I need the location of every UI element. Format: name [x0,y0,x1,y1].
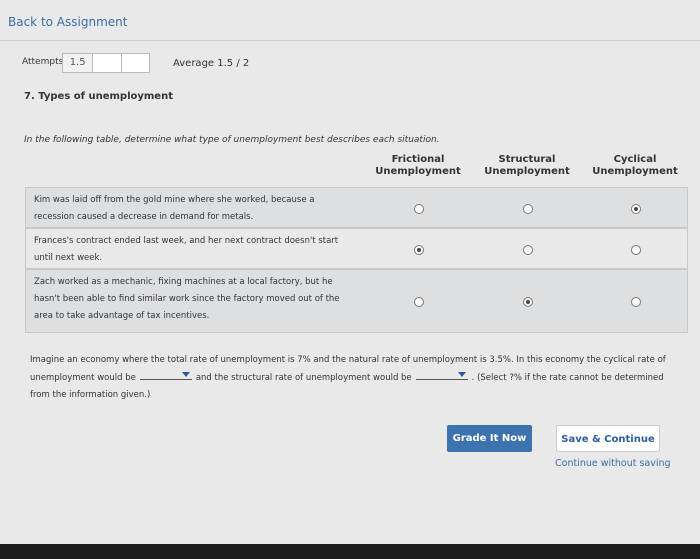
dropdown[interactable] [415,369,468,380]
average: Average 1.5 / 2 [173,58,250,69]
text: Imagine an economy where the total rate … [30,355,666,383]
situation: Kim was laid off from the gold mine wher… [34,195,315,222]
divider [0,40,700,41]
attempts-box: 1.5 [62,53,150,73]
radio-button[interactable] [631,297,641,307]
question-paragraph: Imagine an economy where the total rate … [30,352,685,404]
instruction: In the following table, determine what t… [24,135,440,145]
radio-button[interactable] [414,203,424,214]
radio-button[interactable] [414,297,424,307]
situation: Zach worked as a mechanic, fixing machin… [34,277,340,321]
attempt-slot [122,54,149,72]
continue-link[interactable]: Continue without saving [555,458,671,469]
attempts-value: 1.5 [63,54,94,72]
table-row: Frances's contract ended last week, and … [25,228,688,269]
table-row: Zach worked as a mechanic, fixing machin… [25,269,688,333]
question-title: 7. Types of unemployment [24,91,173,102]
grade-button[interactable]: Grade It Now [447,425,532,452]
radio-button[interactable] [631,244,641,255]
save-button[interactable]: Save & Continue [556,425,660,452]
radio-button[interactable] [414,244,424,255]
situation: Frances's contract ended last week, and … [34,236,339,263]
table-row: Kim was laid off from the gold mine wher… [25,187,688,228]
dropdown[interactable] [139,369,192,380]
attempts-label: Attempts [22,57,64,67]
radio-button[interactable] [523,297,533,307]
radio-button[interactable] [631,203,641,214]
column-header: Structural Unemployment [484,154,570,177]
attempt-slot [93,54,122,72]
text: and the structural rate of unemployment … [195,373,412,383]
radio-button[interactable] [523,244,533,255]
screen-bezel [0,544,700,559]
text: . (Select ?% if the rate cannot be deter… [30,373,664,400]
column-header: Frictional Unemployment [375,154,461,177]
radio-button[interactable] [523,203,533,214]
back-link[interactable]: Back to Assignment [8,15,128,29]
table: Frictional Unemployment Structural Unempl… [25,150,688,334]
column-header: Cyclical Unemployment [592,154,678,177]
